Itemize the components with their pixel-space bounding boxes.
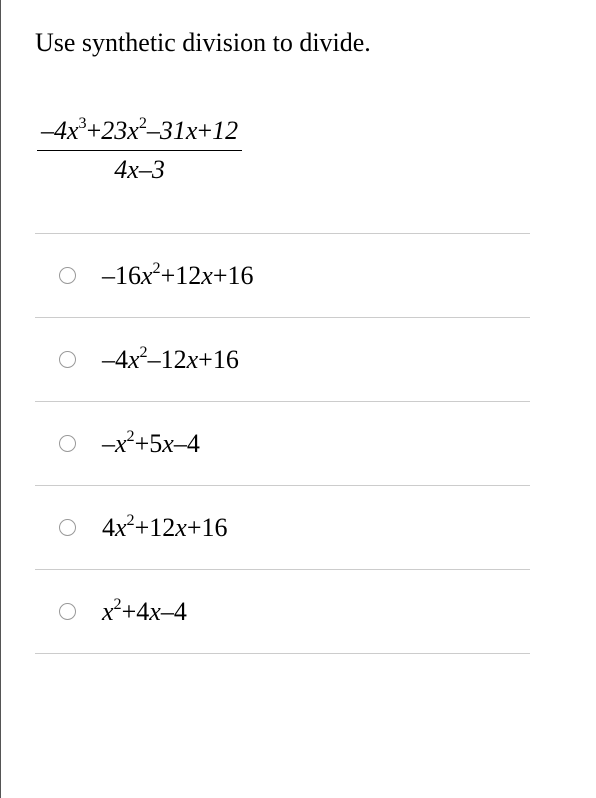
radio-icon xyxy=(59,603,76,620)
denominator: 4x– 3 xyxy=(37,151,242,185)
answer-option[interactable]: –x2+ 5x– 4 xyxy=(35,402,530,486)
radio-icon xyxy=(59,435,76,452)
question-prompt: Use synthetic division to divide. xyxy=(35,28,596,58)
option-expression: –4x2– 12x+ 16 xyxy=(102,345,239,375)
radio-icon xyxy=(59,267,76,284)
answer-option[interactable]: 4x2+ 12x+ 16 xyxy=(35,486,530,570)
option-expression: –16x2+ 12x+ 16 xyxy=(102,261,254,291)
radio-icon xyxy=(59,519,76,536)
answer-options: –16x2+ 12x+ 16 –4x2– 12x+ 16 –x2+ 5x– 4 … xyxy=(35,233,530,654)
answer-option[interactable]: –4x2– 12x+ 16 xyxy=(35,318,530,402)
numerator: –4x3+ 23x2– 31x+ 12 xyxy=(37,116,242,151)
option-expression: 4x2+ 12x+ 16 xyxy=(102,513,228,543)
option-expression: –x2+ 5x– 4 xyxy=(102,429,200,459)
answer-option[interactable]: –16x2+ 12x+ 16 xyxy=(35,234,530,318)
answer-option[interactable]: x2+ 4x– 4 xyxy=(35,570,530,654)
question-page: Use synthetic division to divide. –4x3+ … xyxy=(0,0,596,798)
option-expression: x2+ 4x– 4 xyxy=(102,597,187,627)
division-expression: –4x3+ 23x2– 31x+ 12 4x– 3 xyxy=(37,116,242,185)
radio-icon xyxy=(59,351,76,368)
